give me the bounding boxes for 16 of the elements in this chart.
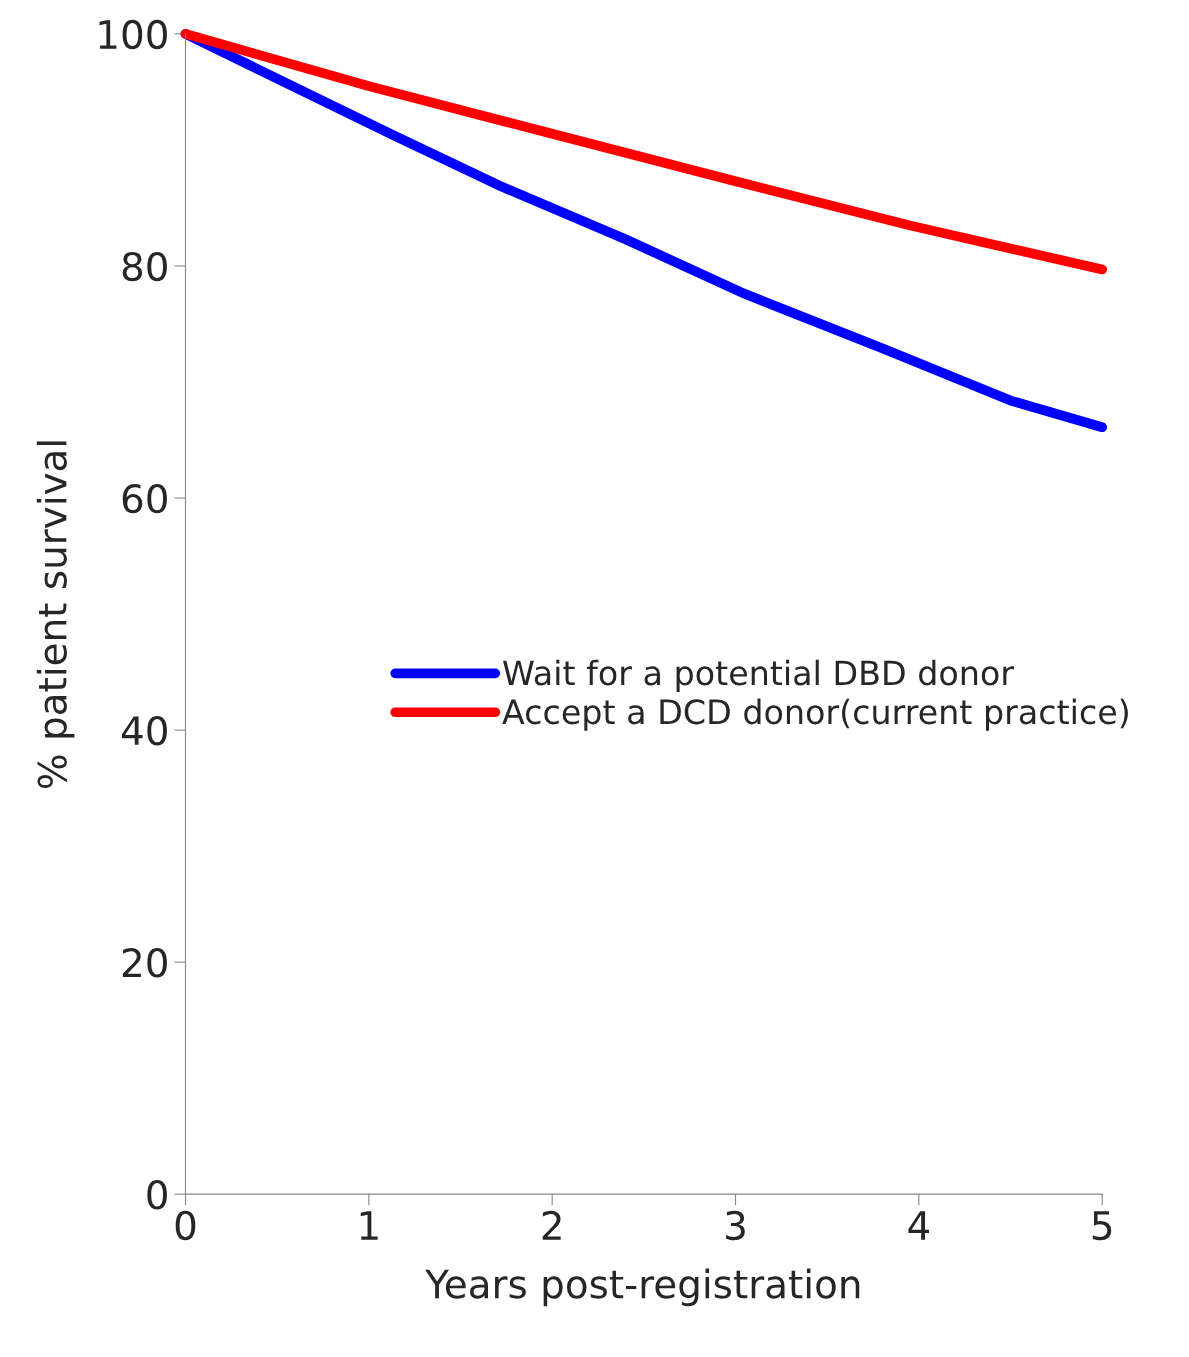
y-tick-label: 60 bbox=[122, 483, 167, 514]
x-tick-label: 0 bbox=[175, 1210, 196, 1241]
y-tick-label: 0 bbox=[147, 1180, 167, 1210]
x-tick-label: 3 bbox=[726, 1210, 745, 1241]
x-tick-label: 2 bbox=[542, 1210, 561, 1240]
y-axis-title: % patient survival bbox=[36, 441, 75, 789]
legend-label: Accept a DCD donor(current practice) bbox=[502, 698, 1128, 731]
y-tick-label: 100 bbox=[99, 19, 167, 50]
y-tick-label: 80 bbox=[122, 251, 167, 282]
y-tick-label: 20 bbox=[122, 948, 167, 978]
x-tick-label: 1 bbox=[360, 1211, 378, 1240]
x-tick-label: 5 bbox=[1092, 1211, 1112, 1241]
x-axis-title: Years post-registration bbox=[425, 1268, 860, 1307]
legend-label: Wait for a potential DBD donor bbox=[503, 659, 1015, 692]
x-tick-label: 4 bbox=[908, 1211, 930, 1240]
y-tick-label: 40 bbox=[121, 715, 167, 746]
